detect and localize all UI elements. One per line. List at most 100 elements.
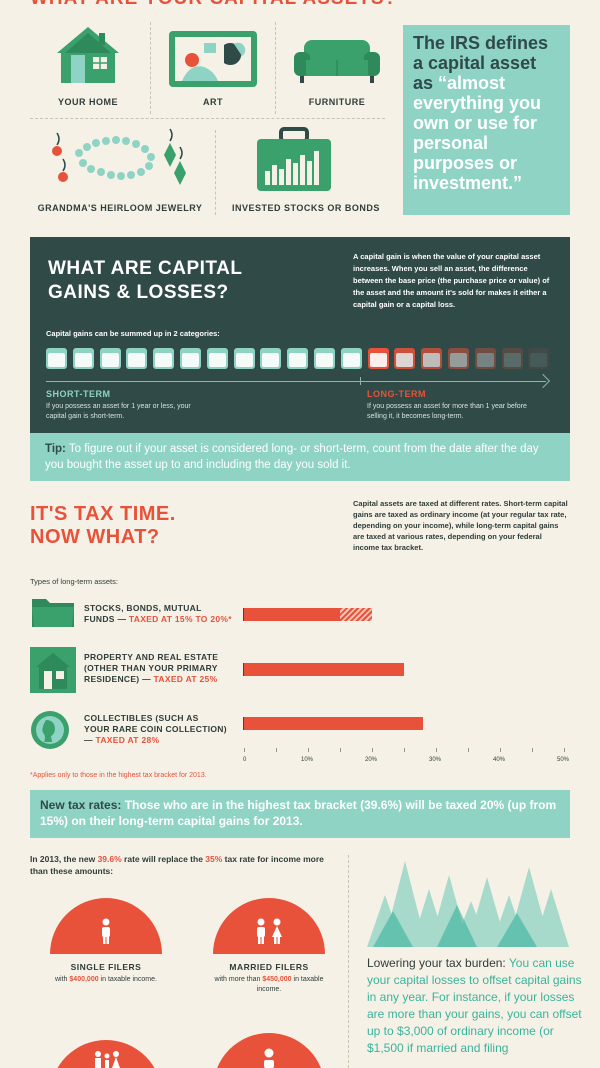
single-filers-title: SINGLE FILERS <box>70 962 142 972</box>
tax-title-line1: IT'S TAX TIME. <box>30 503 176 525</box>
divider <box>275 22 276 114</box>
axis-tick-label: 50% <box>557 757 570 763</box>
asset-row-property-line3: RESIDENCE) — <box>84 674 154 684</box>
tax-bar <box>244 608 340 621</box>
rate-old: 35% <box>205 854 223 864</box>
painting-icon <box>168 30 258 88</box>
calendar-icon <box>46 348 67 369</box>
single-desc-a: with <box>55 976 70 983</box>
asset-row-collectibles-line1: COLLECTIBLES (SUCH AS <box>84 713 199 723</box>
single-filers-desc: with $400,000 in taxable income. <box>50 975 162 985</box>
asset-row-collectibles-line2: YOUR RARE COIN COLLECTION) <box>84 724 227 734</box>
asset-row-stocks-rate: TAXED AT 15% TO 20%* <box>128 614 232 624</box>
new-rates-label: New tax rates: <box>40 798 122 812</box>
jewelry-icon <box>45 125 190 195</box>
asset-label-home: YOUR HOME <box>57 97 118 107</box>
calendar-icon <box>180 348 201 369</box>
capital-gain-definition: A capital gain is when the value of your… <box>353 252 550 309</box>
calendar-icon <box>394 348 416 369</box>
axis-tick-label: 10% <box>301 757 314 763</box>
divider <box>215 130 216 215</box>
section-title-capital-assets: WHAT ARE YOUR CAPITAL ASSETS? <box>30 0 397 10</box>
axis-tick-label: 40% <box>493 757 506 763</box>
tip-text: To figure out if your asset is considere… <box>45 443 539 471</box>
married-filers-title: MARRIED FILERS <box>229 962 309 972</box>
divider <box>30 118 385 119</box>
rate-new: 39.6% <box>97 854 122 864</box>
briefcase-chart-icon <box>255 127 333 193</box>
asset-label-jewelry: GRANDMA'S HEIRLOOM JEWELRY <box>37 203 203 213</box>
asset-row-property-line1: PROPERTY AND REAL ESTATE <box>84 652 219 662</box>
asset-row-collectibles: COLLECTIBLES (SUCH AS YOUR RARE COIN COL… <box>84 713 239 746</box>
footnote: *Applies only to those in the highest ta… <box>30 772 207 779</box>
calendar-icon <box>314 348 335 369</box>
asset-label-art: ART <box>203 97 223 107</box>
burden-lead: Lowering your tax burden: <box>367 956 506 970</box>
calendar-icon <box>260 348 282 369</box>
asset-row-property: PROPERTY AND REAL ESTATE (OTHER THAN YOU… <box>84 652 239 685</box>
tip-label: Tip: <box>45 443 66 455</box>
new-rates-text: Those who are in the highest tax bracket… <box>40 798 557 828</box>
asset-row-stocks-line1: STOCKS, BONDS, MUTUAL <box>84 603 202 613</box>
person-icon <box>262 1048 276 1068</box>
new-tax-rates-box: New tax rates: Those who are in the high… <box>30 790 570 838</box>
section-title-gains-losses: WHAT ARE CAPITAL GAINS & LOSSES? <box>48 257 242 305</box>
axis-tick-mark <box>564 748 565 752</box>
sofa-icon <box>292 38 382 84</box>
tax-title-line2: NOW WHAT? <box>30 526 160 548</box>
calendar-icon <box>340 348 362 369</box>
tax-burden-tip: Lowering your tax burden: You can use yo… <box>367 955 582 1057</box>
rate-intro: In 2013, the new 39.6% rate will replace… <box>30 853 330 877</box>
capital-gains-panel: WHAT ARE CAPITAL GAINS & LOSSES? A capit… <box>30 237 570 433</box>
married-filers-desc: with more than $450,000 in taxable incom… <box>213 975 325 995</box>
calendar-icon <box>421 348 443 369</box>
long-term-title: LONG-TERM <box>367 389 426 399</box>
asset-row-collectibles-rate: TAXED AT 28% <box>95 735 160 745</box>
calendar-icon <box>448 348 469 369</box>
married-amount: $450,000 <box>262 976 292 983</box>
asset-row-property-line2: (OTHER THAN YOUR PRIMARY <box>84 663 218 673</box>
categories-label: Capital gains can be summed up in 2 cate… <box>46 329 220 338</box>
family-icon <box>92 1050 122 1068</box>
axis-tick-mark <box>308 748 309 752</box>
rate-intro-c: tax rate for income more than these amou… <box>30 854 324 876</box>
bar-base <box>243 717 245 730</box>
asset-row-stocks: STOCKS, BONDS, MUTUAL FUNDS — TAXED AT 1… <box>84 603 239 625</box>
tax-rates-description: Capital assets are taxed at different ra… <box>353 499 568 552</box>
calendar-icon <box>528 348 550 369</box>
rate-intro-b: rate will replace the <box>121 854 206 864</box>
calendar-icon <box>367 348 389 369</box>
section-title-tax-time: IT'S TAX TIME. NOW WHAT? <box>30 503 176 549</box>
rate-intro-a: In 2013, the new <box>30 854 98 864</box>
calendar-icon <box>72 348 94 369</box>
axis-tick-mark <box>532 748 533 752</box>
married-desc-b: in taxable income. <box>256 976 324 993</box>
couple-icon <box>254 918 284 944</box>
calendar-icon <box>501 348 523 369</box>
mountains-icon <box>367 855 572 947</box>
tax-bar <box>244 663 404 676</box>
calendar-icon <box>474 348 496 369</box>
single-desc-b: in taxable income. <box>98 976 157 983</box>
axis-tick-label: 0 <box>243 757 247 763</box>
irs-definition-quote: “almost everything you own or use for pe… <box>413 73 542 193</box>
asset-row-collectibles-line3: — <box>84 735 96 745</box>
short-term-description: If you possess an asset for 1 year or le… <box>46 403 191 420</box>
home-icon <box>55 25 121 85</box>
calendar-icon <box>99 348 121 369</box>
divider <box>348 855 349 1068</box>
gains-title-line2: GAINS & LOSSES? <box>48 282 229 303</box>
tax-bar <box>244 717 424 730</box>
calendar-icon <box>206 348 228 369</box>
axis-tick-mark <box>436 748 437 752</box>
bar-base <box>243 608 245 621</box>
irs-definition-box: The IRS defines a capital asset as “almo… <box>403 25 570 215</box>
axis-tick-mark <box>500 748 501 752</box>
bar-base <box>243 663 245 676</box>
calendar-icon <box>126 348 148 369</box>
person-icon <box>100 918 112 944</box>
single-amount: $400,000 <box>69 976 99 983</box>
timeline-line <box>46 381 546 382</box>
gains-title-line1: WHAT ARE CAPITAL <box>48 258 243 279</box>
calendar-icon <box>233 348 255 369</box>
